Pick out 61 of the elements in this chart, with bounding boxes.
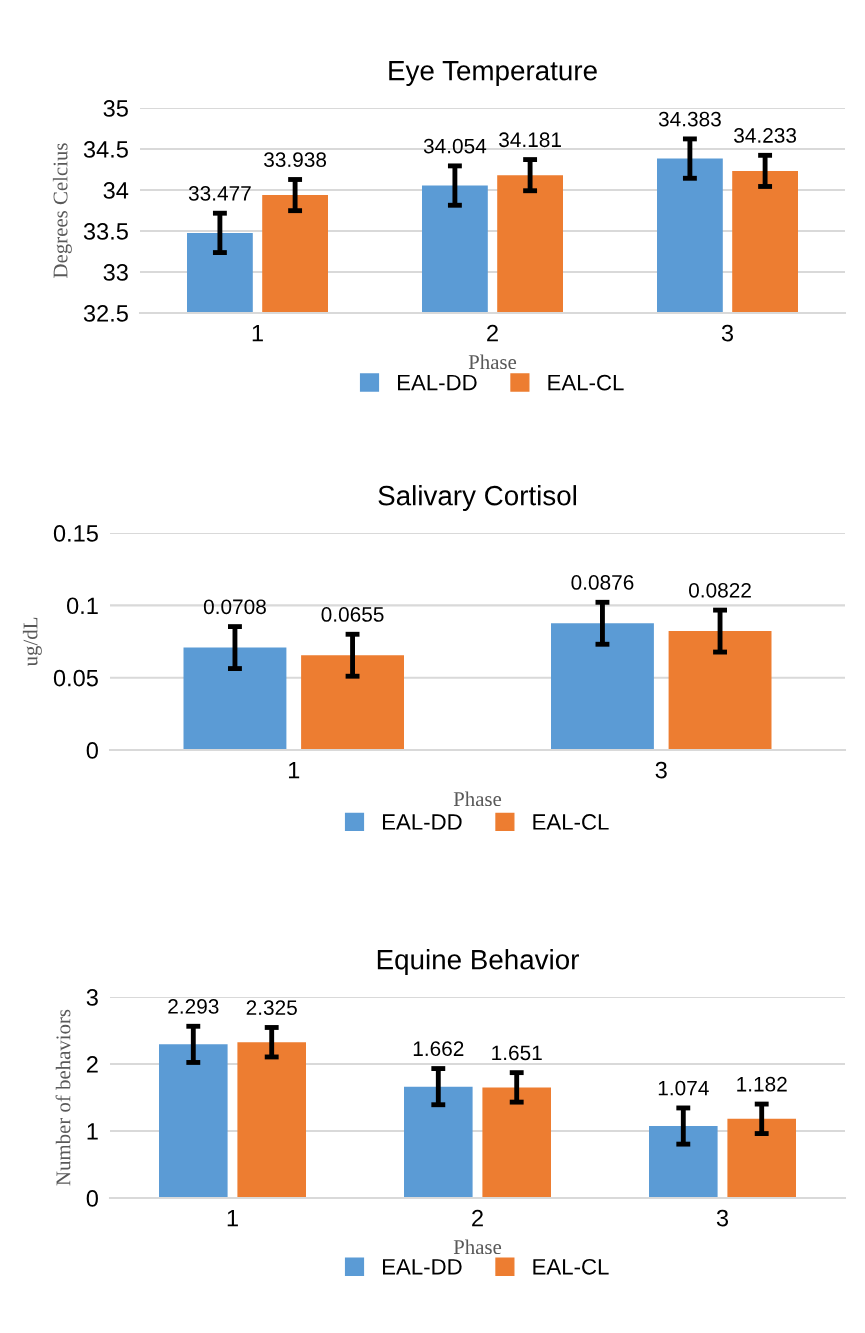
bar [183,647,287,750]
bar [482,1087,551,1198]
y-tick-label: 33 [103,264,128,281]
y-tick-label: 35 [103,100,128,117]
bar [404,1086,473,1198]
legend-label: EAL-CL [533,814,609,830]
data-label: 2.325 [246,1000,297,1016]
chart-title: Eye Temperature [389,61,597,86]
x-tick-label: 2 [487,324,498,342]
x-axis-title: Phase [453,1239,502,1255]
x-tick-label: 3 [716,1209,729,1227]
legend-label: EAL-CL [548,374,624,391]
chart-title: Salivary Cortisol [378,485,576,511]
bar [301,655,404,750]
x-tick-label: 1 [252,324,263,342]
y-tick-label: 0.05 [53,669,98,687]
y-tick-label: 2 [86,1056,98,1073]
y-tick-label: 3 [86,989,98,1006]
y-tick-label: 34.5 [83,141,128,158]
x-axis-title: Phase [453,791,502,807]
data-label: 1.074 [658,1080,709,1096]
y-axis-title: Degrees Celcius [52,143,72,278]
y-tick-label: 0.15 [53,525,98,542]
x-tick-label: 1 [227,1209,238,1227]
bar [237,1042,306,1198]
data-label: 0.0708 [203,599,266,615]
y-tick-label: 0 [86,742,98,759]
data-label: 34.181 [499,132,561,148]
legend-label: EAL-CL [533,1258,609,1275]
y-tick-label: 32.5 [83,305,128,322]
legend-label: EAL-DD [383,814,462,830]
data-label: 0.0822 [689,582,751,598]
x-axis-title: Phase [468,354,517,370]
data-label: 2.293 [168,999,219,1014]
y-tick-label: 0.1 [66,597,98,615]
data-label: 1.182 [737,1076,787,1092]
data-label: 34.054 [423,138,487,154]
data-label: 34.383 [658,111,721,127]
bar [727,1118,796,1198]
y-tick-label: 0 [86,1190,98,1207]
y-tick-label: 1 [87,1123,98,1140]
y-tick-label: 34 [103,182,129,199]
data-label: 1.662 [413,1041,464,1057]
y-axis-title: Number of behaviors [55,1009,71,1186]
bar [668,631,772,750]
data-label: 33.938 [264,152,327,168]
chart-title: Equine Behavior [377,949,579,975]
bar [159,1044,228,1198]
x-tick-label: 2 [472,1209,483,1227]
data-label: 0.0876 [571,575,634,590]
data-label: 34.233 [734,128,797,143]
legend-label: EAL-DD [398,374,477,391]
bar [649,1126,718,1198]
legend-label: EAL-DD [383,1259,462,1275]
bar [551,623,654,750]
y-axis-title: ug/dL [22,617,42,667]
data-label: 1.651 [492,1045,542,1061]
data-label: 0.0655 [321,607,384,622]
y-tick-label: 33.5 [83,223,128,240]
x-tick-label: 3 [721,324,734,342]
data-label: 33.477 [188,186,251,201]
